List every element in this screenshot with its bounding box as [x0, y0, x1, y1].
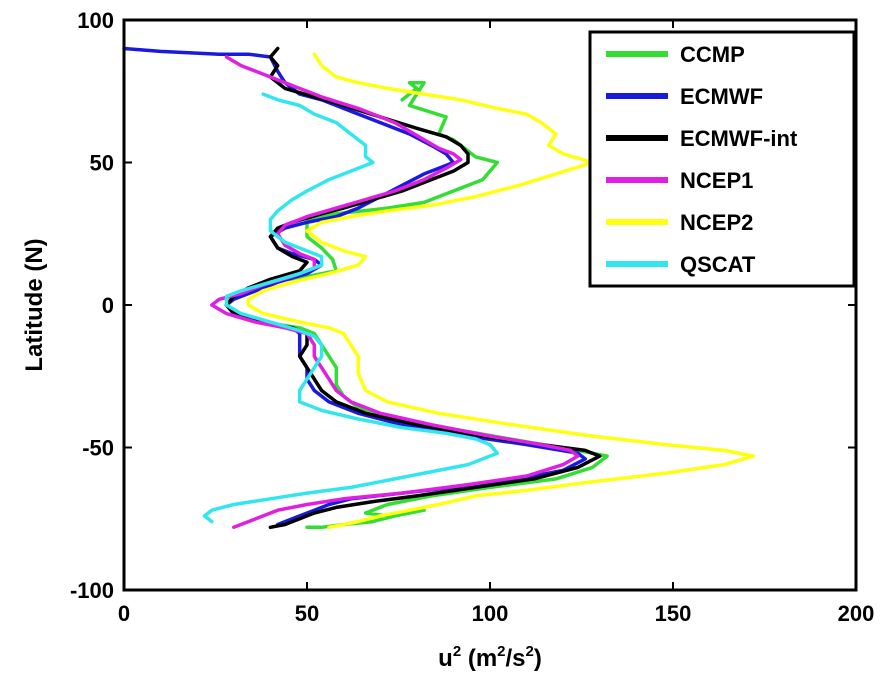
x-axis-label: u2 (m2/s2)	[438, 643, 542, 672]
legend-box	[588, 30, 856, 288]
legend-label-ncep2: NCEP2	[680, 210, 753, 235]
legend-label-ecmwf: ECMWF	[680, 84, 763, 109]
x-tick-label: 100	[472, 601, 509, 626]
series-line-qscat	[202, 92, 500, 524]
legend: CCMP ECMWF ECMWF-int NCEP1 NCEP2 QSCAT	[588, 30, 856, 288]
y-tick-label: 100	[77, 8, 114, 33]
x-axis-label-base-sup: 2	[453, 643, 461, 660]
x-axis-label-unit-mid: /s	[506, 645, 526, 672]
y-tick-label: 50	[90, 151, 114, 176]
legend-label-ncep1: NCEP1	[680, 168, 753, 193]
x-tick-label: 0	[118, 601, 130, 626]
legend-label-qscat: QSCAT	[680, 252, 756, 277]
x-axis-label-unit-open: (m	[461, 645, 497, 672]
x-tick-label: 200	[838, 601, 875, 626]
x-tick-label: 50	[295, 601, 319, 626]
x-axis-label-unit-sup2: 2	[526, 643, 534, 660]
legend-label-ecmwf-int: ECMWF-int	[680, 126, 798, 151]
y-tick-label: -100	[70, 578, 114, 603]
series-line-ncep2	[246, 52, 756, 530]
y-axis-label: Latitude (N)	[21, 238, 48, 371]
y-tick-label: -50	[82, 436, 114, 461]
x-axis-label-base: u	[438, 645, 453, 672]
x-axis-label-unit-close: )	[534, 645, 542, 672]
tick-layer: 0 50 100 150 200 -100 -50 0 50 100	[70, 8, 874, 626]
y-tick-label: 0	[102, 293, 114, 318]
x-tick-label: 150	[655, 601, 692, 626]
series-layer	[122, 46, 756, 530]
x-axis-label-unit-sup1: 2	[497, 643, 505, 660]
legend-label-ccmp: CCMP	[680, 42, 745, 67]
